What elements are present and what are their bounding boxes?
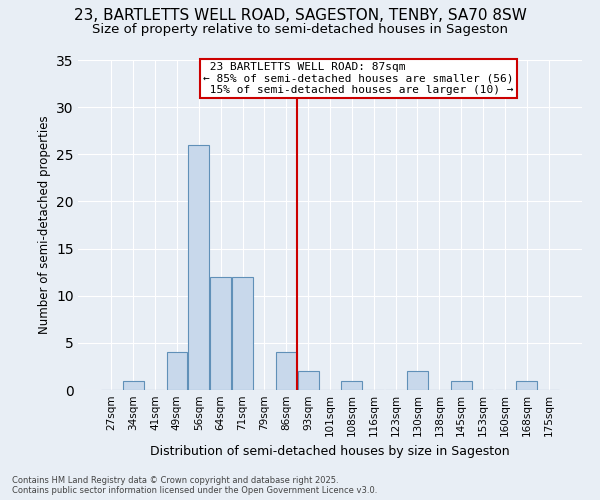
Text: 23, BARTLETTS WELL ROAD, SAGESTON, TENBY, SA70 8SW: 23, BARTLETTS WELL ROAD, SAGESTON, TENBY… [74,8,526,22]
Text: Size of property relative to semi-detached houses in Sageston: Size of property relative to semi-detach… [92,22,508,36]
Bar [517,380,537,390]
Y-axis label: Number of semi-detached properties: Number of semi-detached properties [38,116,50,334]
Text: Contains HM Land Registry data © Crown copyright and database right 2025.
Contai: Contains HM Land Registry data © Crown c… [12,476,377,495]
Bar [451,380,472,390]
X-axis label: Distribution of semi-detached houses by size in Sageston: Distribution of semi-detached houses by … [150,444,510,458]
Bar [210,277,231,390]
Bar [407,371,428,390]
Bar [276,352,296,390]
Bar [167,352,187,390]
Bar [341,380,362,390]
Bar [232,277,253,390]
Bar [298,371,319,390]
Bar [123,380,143,390]
Text: 23 BARTLETTS WELL ROAD: 87sqm
← 85% of semi-detached houses are smaller (56)
 15: 23 BARTLETTS WELL ROAD: 87sqm ← 85% of s… [203,62,514,95]
Bar [188,145,209,390]
